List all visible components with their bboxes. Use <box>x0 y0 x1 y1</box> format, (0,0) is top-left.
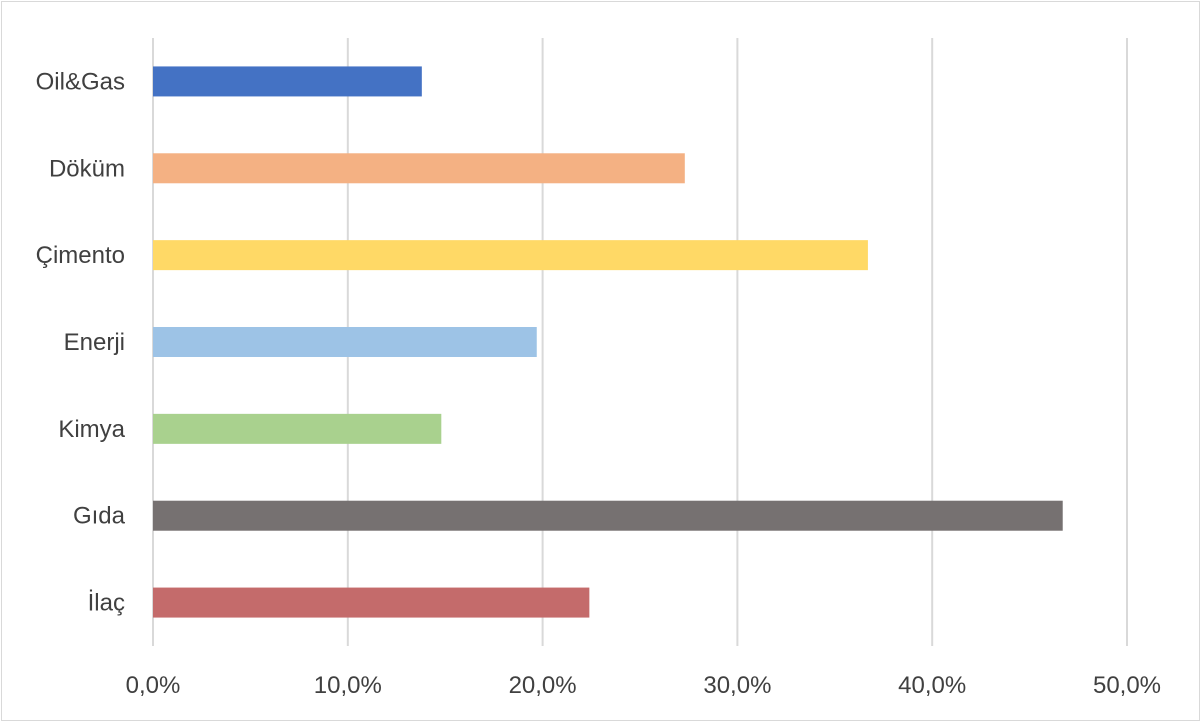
x-tick-label: 10,0% <box>314 672 382 699</box>
bar <box>153 587 590 618</box>
bar <box>153 153 685 184</box>
category-label: Enerji <box>64 329 125 356</box>
category-label: Gıda <box>73 503 126 530</box>
x-tick-label: 30,0% <box>703 672 771 699</box>
bar <box>153 240 868 271</box>
gridlines <box>152 38 1128 646</box>
bar <box>153 413 442 444</box>
x-tick-label: 50,0% <box>1093 672 1161 699</box>
bars <box>153 66 1063 618</box>
bar <box>153 66 422 97</box>
category-label: İlaç <box>88 590 125 617</box>
x-tick-label: 40,0% <box>898 672 966 699</box>
category-label: Çimento <box>36 242 125 269</box>
category-label: Kimya <box>58 416 125 443</box>
x-axis-tick-labels: 0,0% 10,0% 20,0% 30,0% 40,0% 50,0% <box>126 672 1161 699</box>
category-label: Döküm <box>49 155 125 182</box>
bar <box>153 500 1063 531</box>
bar <box>153 327 537 357</box>
category-labels: Oil&Gas Döküm Çimento Enerji Kimya Gıda İlaç <box>36 68 126 616</box>
x-tick-label: 0,0% <box>126 672 181 699</box>
category-label: Oil&Gas <box>36 68 125 95</box>
x-tick-label: 20,0% <box>509 672 577 699</box>
